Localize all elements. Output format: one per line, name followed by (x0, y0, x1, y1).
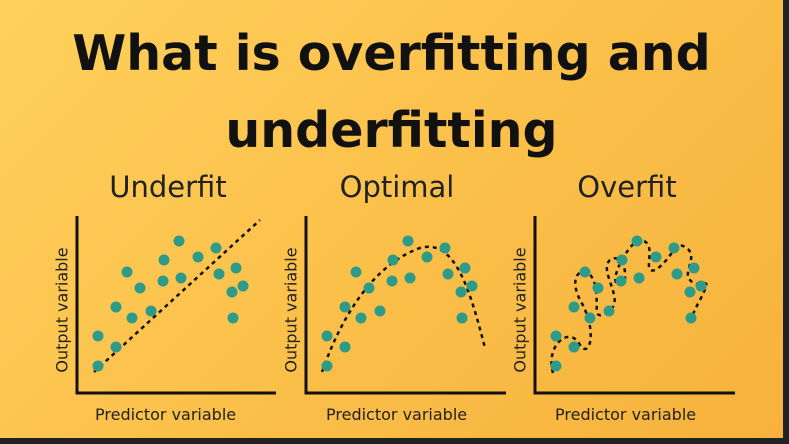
point (339, 341, 351, 353)
point (192, 251, 204, 263)
point (584, 312, 596, 324)
axes-optimal (304, 216, 506, 395)
point (442, 268, 454, 280)
point (456, 312, 468, 324)
point (631, 235, 643, 247)
point (615, 275, 627, 287)
point (695, 280, 707, 292)
point (134, 282, 146, 294)
point (684, 286, 696, 298)
point (213, 268, 225, 280)
point (386, 275, 398, 287)
point (550, 360, 562, 372)
point (455, 286, 467, 298)
point (374, 305, 386, 317)
point (126, 312, 138, 324)
point (92, 360, 104, 372)
point (592, 282, 604, 294)
points-overfit (550, 235, 707, 372)
fit-curve-overfit (550, 238, 708, 374)
point (404, 272, 416, 284)
point (321, 360, 333, 372)
panel-underfit (75, 216, 276, 395)
fit-curve-optimal (320, 245, 487, 373)
point (321, 330, 333, 342)
point (157, 275, 169, 287)
point (421, 251, 433, 263)
point (363, 282, 375, 294)
point (616, 254, 628, 266)
point (145, 305, 157, 317)
point (402, 235, 414, 247)
heading-line-2: underfitting (225, 102, 558, 159)
point (355, 312, 367, 324)
point (466, 280, 478, 292)
point (550, 330, 562, 342)
point (210, 242, 222, 254)
point (121, 266, 133, 278)
axes-overfit (533, 216, 735, 395)
point (633, 272, 645, 284)
panel-title-overfit: Overfit (577, 170, 677, 204)
panel-title-optimal: Optimal (339, 170, 455, 204)
x-axis-label-underfit: Predictor variable (95, 405, 237, 424)
point (110, 301, 122, 313)
point (387, 254, 399, 266)
point (110, 341, 122, 353)
heading-line-1: What is overfitting and (72, 25, 711, 82)
plots-svg (75, 216, 735, 395)
point (339, 301, 351, 313)
x-axis-label-overfit: Predictor variable (555, 405, 697, 424)
point (350, 266, 362, 278)
point (227, 312, 239, 324)
point (688, 262, 700, 274)
point (650, 251, 662, 263)
point (579, 266, 591, 278)
point (158, 254, 170, 266)
point (439, 242, 451, 254)
fit-line-underfit (93, 219, 261, 373)
point (175, 272, 187, 284)
panel-overfit (533, 216, 735, 395)
point (237, 280, 249, 292)
point (92, 330, 104, 342)
point (226, 286, 238, 298)
point (568, 341, 580, 353)
panel-optimal (304, 216, 506, 395)
point (568, 301, 580, 313)
x-axis-label-optimal: Predictor variable (326, 405, 468, 424)
axes-underfit (75, 216, 276, 395)
point (173, 235, 185, 247)
points-underfit (92, 235, 249, 372)
point (230, 262, 242, 274)
point (459, 262, 471, 274)
point (671, 268, 683, 280)
point (603, 305, 615, 317)
point (668, 242, 680, 254)
panel-title-underfit: Underfit (109, 170, 227, 204)
point (685, 312, 697, 324)
points-optimal (321, 235, 478, 372)
